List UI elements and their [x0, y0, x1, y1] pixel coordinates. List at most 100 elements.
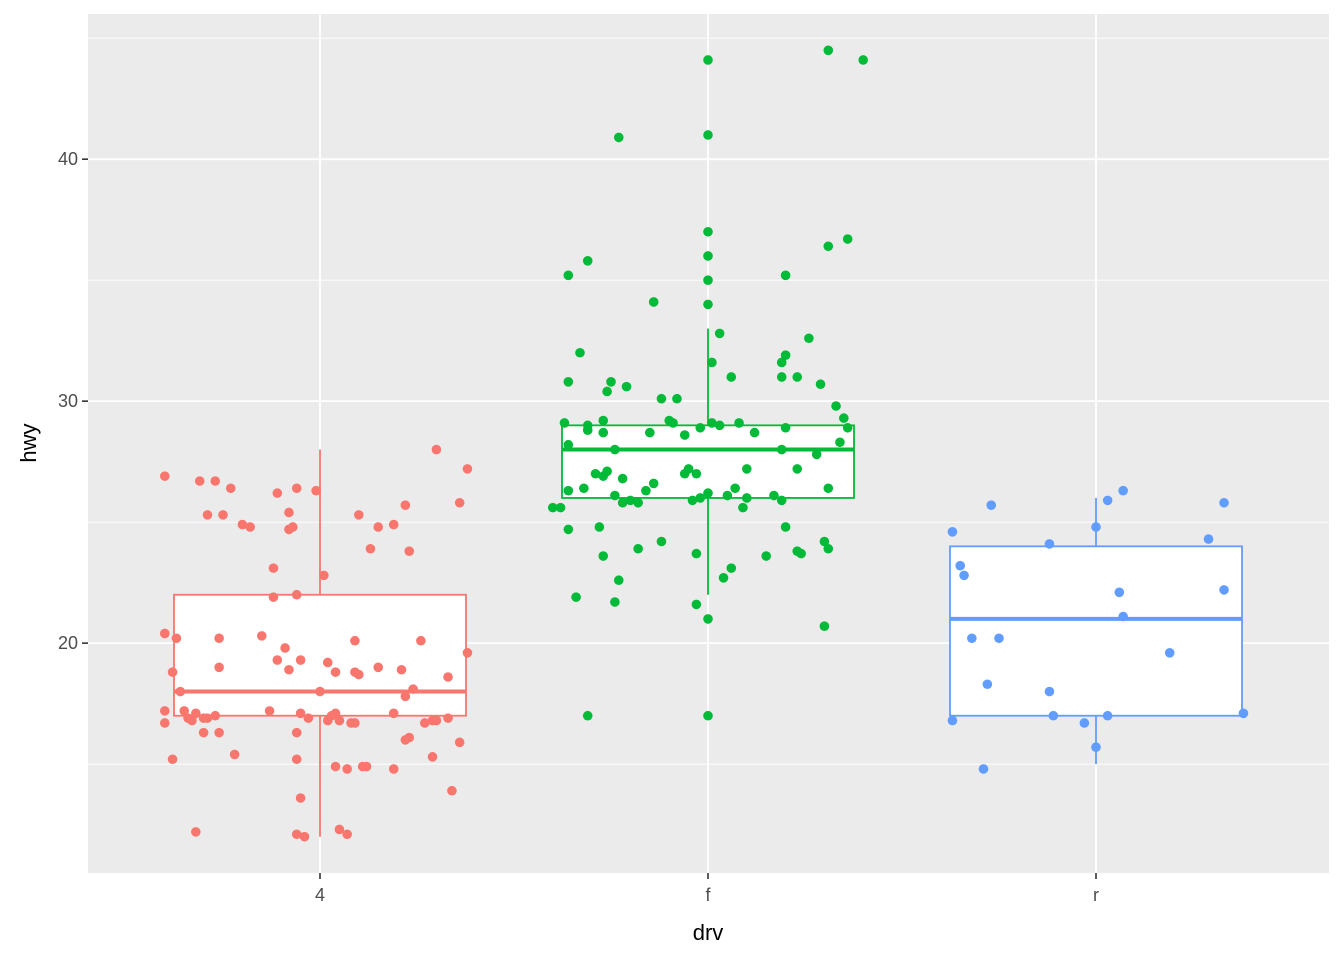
data-point [361, 761, 372, 772]
data-point [210, 476, 221, 486]
data-point [978, 764, 989, 774]
data-point [606, 376, 616, 387]
data-point [388, 764, 399, 774]
data-point [272, 488, 283, 498]
x-axis-title: drv [693, 920, 724, 945]
data-point [590, 468, 601, 479]
data-point [835, 437, 845, 448]
data-point [645, 427, 655, 438]
data-point [986, 500, 997, 511]
data-point [330, 708, 341, 719]
data-point [175, 686, 186, 697]
data-point [823, 241, 834, 252]
data-point [842, 234, 853, 244]
data-point [225, 483, 236, 494]
data-point [427, 752, 438, 762]
data-point [582, 425, 593, 435]
data-point [703, 275, 713, 285]
y-axis: 20 30 40 [58, 149, 88, 653]
data-point [354, 510, 364, 520]
data-point [268, 563, 279, 573]
data-point [610, 490, 620, 501]
data-point [633, 543, 643, 554]
data-point [819, 536, 830, 547]
data-point [703, 226, 713, 237]
data-point [691, 548, 702, 559]
box-r [949, 497, 1243, 765]
data-point [447, 785, 457, 796]
data-point [955, 560, 965, 571]
data-point [388, 519, 399, 530]
data-point [610, 444, 620, 455]
data-point [291, 754, 302, 765]
data-point [703, 488, 713, 498]
data-point [575, 347, 585, 358]
data-point [419, 718, 430, 728]
x-tick-label: r [1093, 885, 1099, 905]
data-point [617, 497, 628, 508]
data-point [602, 466, 612, 477]
data-point [687, 495, 698, 506]
data-point [695, 493, 706, 503]
data-point [780, 350, 791, 360]
points-layer [160, 45, 1249, 842]
data-point [703, 55, 713, 65]
data-point [617, 473, 628, 484]
data-point [780, 422, 791, 433]
data-point [994, 633, 1004, 644]
data-point [730, 483, 740, 494]
data-point [602, 386, 612, 397]
data-point [742, 493, 752, 503]
data-point [295, 655, 306, 665]
data-point [229, 749, 240, 760]
data-point [738, 502, 748, 513]
data-point [563, 270, 574, 281]
data-point [594, 522, 605, 532]
data-point [408, 684, 418, 694]
data-point [342, 829, 352, 840]
data-point [268, 592, 279, 602]
data-point [237, 519, 248, 530]
data-point [179, 706, 189, 716]
x-tick-label: f [705, 885, 711, 905]
data-point [350, 635, 360, 646]
data-point [839, 413, 849, 423]
data-point [982, 679, 993, 690]
data-point [299, 831, 310, 842]
data-point [291, 829, 302, 840]
data-point [365, 543, 376, 554]
data-point [598, 551, 609, 561]
data-point [613, 575, 624, 586]
data-point [319, 570, 329, 581]
data-point [683, 464, 694, 474]
data-point [734, 418, 744, 428]
x-tick-label: 4 [315, 885, 325, 905]
data-point [1091, 742, 1101, 752]
data-point [703, 614, 713, 624]
data-point [462, 464, 473, 474]
data-point [668, 418, 678, 428]
data-point [858, 55, 868, 65]
data-point [625, 495, 636, 506]
data-point [703, 130, 713, 140]
data-point [330, 667, 341, 677]
data-point [707, 418, 717, 428]
data-point [443, 672, 453, 682]
data-point [598, 427, 609, 438]
data-point [959, 570, 969, 581]
data-point [726, 563, 737, 573]
data-point [796, 548, 806, 559]
data-point [462, 648, 473, 658]
data-point [714, 420, 725, 431]
data-point [571, 592, 581, 602]
box-rect [173, 593, 467, 717]
data-point [792, 464, 803, 474]
data-point [804, 333, 814, 344]
data-point [167, 754, 178, 765]
data-point [311, 485, 321, 496]
data-point [443, 713, 453, 723]
data-point [167, 667, 178, 677]
data-point [187, 715, 197, 726]
data-point [703, 710, 713, 721]
